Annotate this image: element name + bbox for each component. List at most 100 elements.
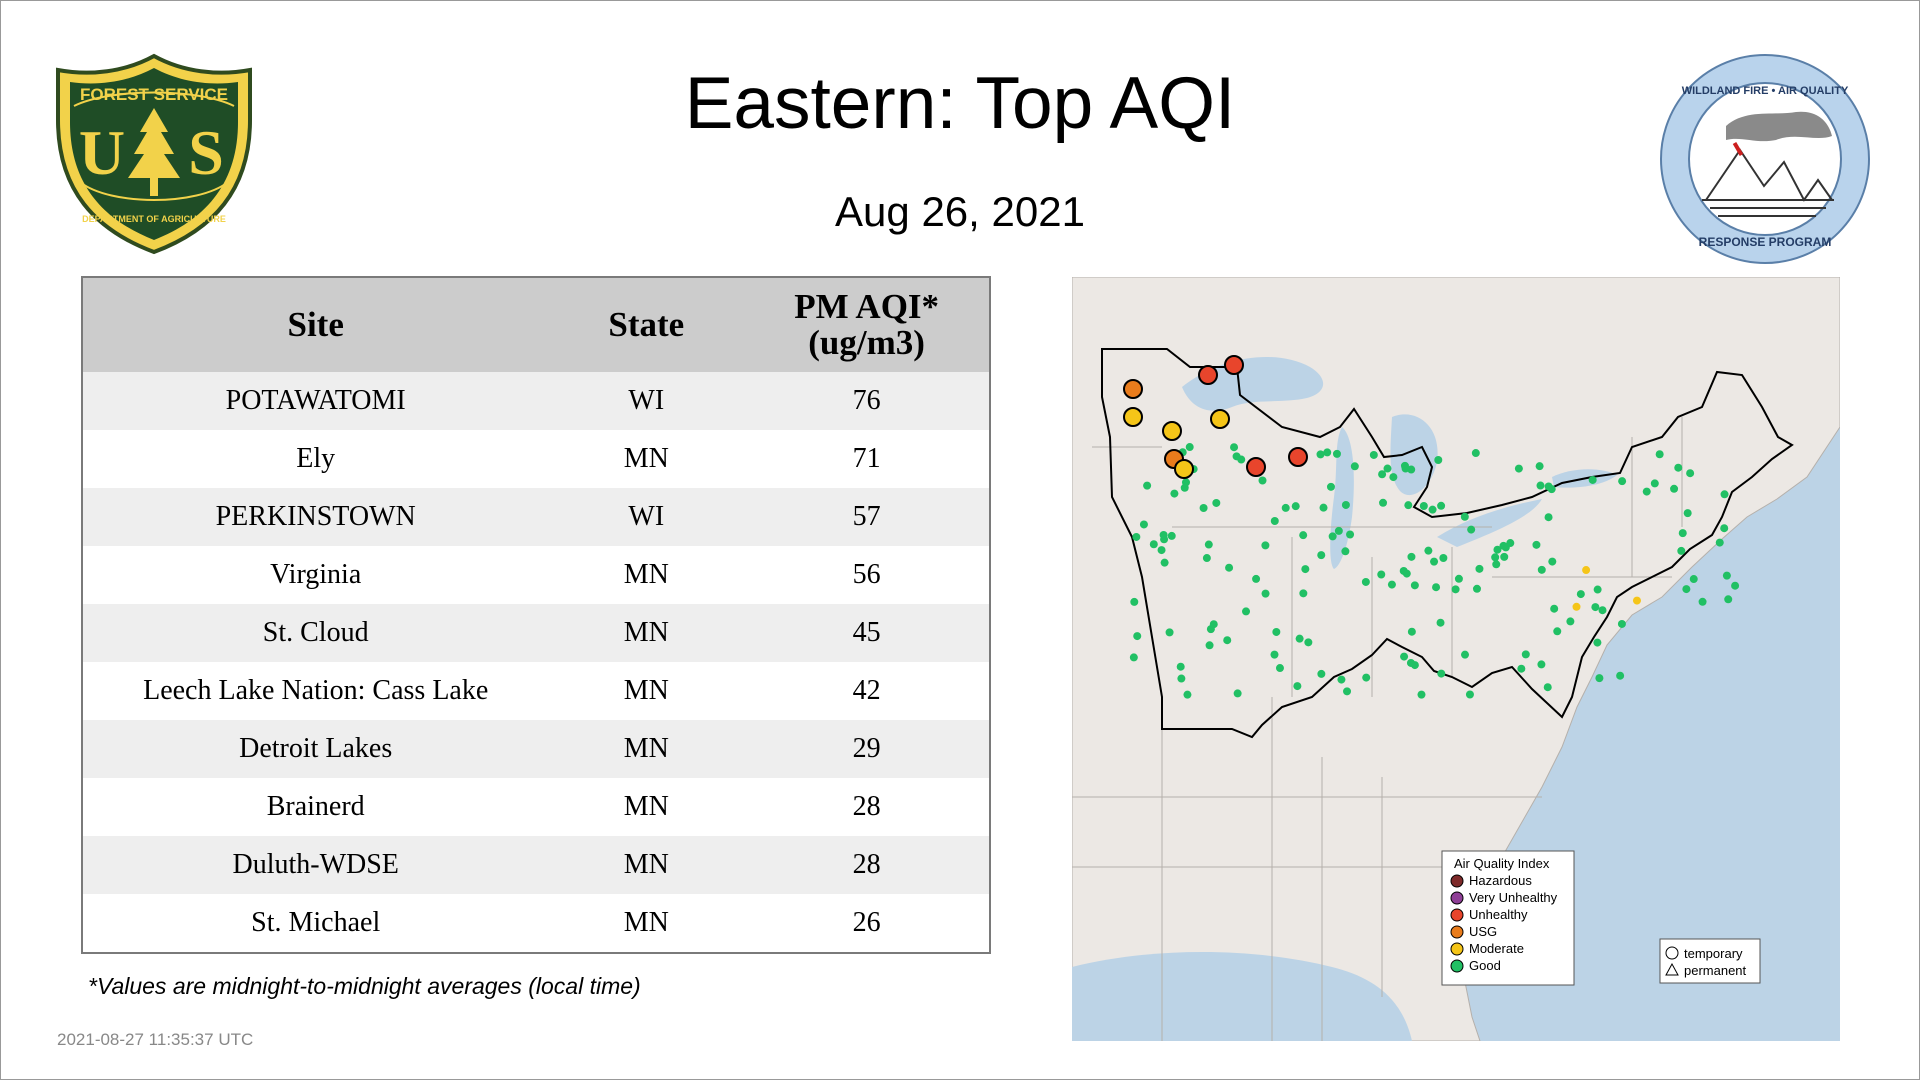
station-marker bbox=[1177, 674, 1186, 683]
station-marker bbox=[1317, 551, 1326, 560]
station-marker bbox=[1377, 570, 1386, 579]
cell-state: MN bbox=[548, 836, 745, 894]
station-marker bbox=[1686, 469, 1695, 478]
station-marker bbox=[1304, 638, 1313, 647]
cell-site: Duluth-WDSE bbox=[82, 836, 549, 894]
station-marker bbox=[1199, 503, 1208, 512]
station-marker bbox=[1185, 443, 1194, 452]
station-marker bbox=[1295, 634, 1304, 643]
station-marker-highlight bbox=[1224, 355, 1244, 375]
station-marker bbox=[1170, 489, 1179, 498]
station-marker bbox=[1133, 632, 1142, 641]
legend-swatch bbox=[1450, 908, 1464, 922]
station-marker bbox=[1165, 628, 1174, 637]
station-marker bbox=[1317, 669, 1326, 678]
station-marker bbox=[1176, 662, 1185, 671]
station-marker bbox=[1143, 481, 1152, 490]
station-marker bbox=[1436, 618, 1445, 627]
station-marker bbox=[1517, 664, 1526, 673]
station-marker bbox=[1299, 589, 1308, 598]
station-marker bbox=[1537, 660, 1546, 669]
station-marker bbox=[1424, 546, 1433, 555]
table-row: Detroit Lakes MN 29 bbox=[82, 720, 990, 778]
station-marker bbox=[1281, 503, 1290, 512]
state-lines bbox=[1072, 417, 1683, 1041]
cell-aqi: 26 bbox=[744, 894, 990, 953]
station-marker bbox=[1492, 560, 1501, 569]
station-marker bbox=[1230, 443, 1239, 452]
station-marker bbox=[1378, 470, 1387, 479]
station-marker bbox=[1202, 554, 1211, 563]
legend-box bbox=[1441, 850, 1575, 986]
station-marker bbox=[1362, 673, 1371, 682]
station-marker bbox=[1160, 558, 1169, 567]
wildland-logo-top-text: WILDLAND FIRE • AIR QUALITY bbox=[1682, 85, 1849, 97]
table-row: St. Michael MN 26 bbox=[82, 894, 990, 953]
station-marker bbox=[1598, 606, 1607, 615]
legend-swatch bbox=[1450, 891, 1464, 905]
shape-legend-label-temporary: temporary bbox=[1684, 946, 1743, 961]
legend-title: Air Quality Index bbox=[1454, 856, 1550, 871]
station-marker bbox=[1451, 585, 1460, 594]
cell-site: Leech Lake Nation: Cass Lake bbox=[82, 662, 549, 720]
page-date: Aug 26, 2021 bbox=[835, 188, 1085, 235]
cell-site: POTAWATOMI bbox=[82, 372, 549, 430]
station-marker bbox=[1454, 574, 1463, 583]
station-marker bbox=[1291, 502, 1300, 511]
station-marker bbox=[1591, 603, 1600, 612]
legend-label: Very Unhealthy bbox=[1469, 890, 1558, 905]
cell-aqi: 56 bbox=[744, 546, 990, 604]
station-marker bbox=[1543, 683, 1552, 692]
legend-label: Moderate bbox=[1469, 941, 1524, 956]
station-marker bbox=[1632, 596, 1641, 605]
station-marker bbox=[1532, 540, 1541, 549]
station-marker bbox=[1593, 585, 1602, 594]
station-marker bbox=[1720, 524, 1729, 533]
station-marker-highlight bbox=[1123, 379, 1143, 399]
station-marker bbox=[1670, 484, 1679, 493]
station-marker bbox=[1401, 464, 1410, 473]
station-marker bbox=[1242, 607, 1251, 616]
table-row: Duluth-WDSE MN 28 bbox=[82, 836, 990, 894]
station-marker bbox=[1400, 652, 1409, 661]
station-marker-highlight bbox=[1162, 421, 1182, 441]
cell-site: Detroit Lakes bbox=[82, 720, 549, 778]
table-row: Leech Lake Nation: Cass Lake MN 42 bbox=[82, 662, 990, 720]
station-marker bbox=[1139, 520, 1148, 529]
station-marker bbox=[1130, 597, 1139, 606]
station-marker bbox=[1616, 671, 1625, 680]
station-marker bbox=[1369, 450, 1378, 459]
station-marker bbox=[1149, 540, 1158, 549]
station-marker bbox=[1404, 501, 1413, 510]
station-marker bbox=[1183, 690, 1192, 699]
station-marker bbox=[1548, 557, 1557, 566]
table-row: POTAWATOMI WI 76 bbox=[82, 372, 990, 430]
station-marker bbox=[1521, 650, 1530, 659]
table-header-row: Site State PM AQI* (ug/m3) bbox=[82, 277, 990, 372]
station-marker bbox=[1460, 512, 1469, 521]
station-marker bbox=[1332, 449, 1341, 458]
table-row: St. Cloud MN 45 bbox=[82, 604, 990, 662]
station-marker bbox=[1731, 581, 1740, 590]
station-marker bbox=[1316, 450, 1325, 459]
station-marker bbox=[1270, 650, 1279, 659]
legend-swatch bbox=[1450, 942, 1464, 956]
station-marker bbox=[1272, 627, 1281, 636]
station-marker bbox=[1252, 574, 1261, 583]
cell-state: MN bbox=[548, 720, 745, 778]
legend-swatch bbox=[1450, 874, 1464, 888]
station-marker bbox=[1205, 641, 1214, 650]
header-aqi-line2: (ug/m3) bbox=[808, 323, 925, 362]
station-marker bbox=[1566, 617, 1575, 626]
cell-state: WI bbox=[548, 488, 745, 546]
cell-state: MN bbox=[548, 662, 745, 720]
station-marker bbox=[1432, 583, 1441, 592]
station-marker bbox=[1698, 597, 1707, 606]
shape-legend-label-permanent: permanent bbox=[1684, 963, 1747, 978]
table-row: Brainerd MN 28 bbox=[82, 778, 990, 836]
table-row: PERKINSTOWN WI 57 bbox=[82, 488, 990, 546]
station-marker bbox=[1544, 513, 1553, 522]
timestamp: 2021-08-27 11:35:37 UTC bbox=[57, 1030, 254, 1049]
station-marker bbox=[1720, 490, 1729, 499]
station-marker bbox=[1553, 627, 1562, 636]
